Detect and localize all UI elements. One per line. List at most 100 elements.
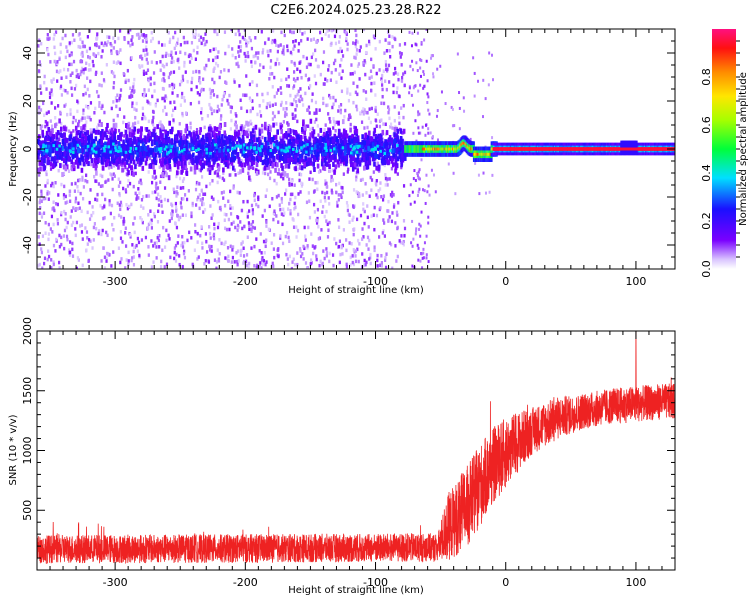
spectrogram-noise-cell xyxy=(146,61,149,65)
spectrogram-noise-cell xyxy=(310,38,313,42)
spectrogram-noise-cell xyxy=(287,235,290,240)
spectrogram-noise-cell xyxy=(422,188,425,192)
spectrogram-noise-cell xyxy=(50,214,54,219)
spectrogram-band-cell xyxy=(399,128,403,134)
spectrogram-noise-cell xyxy=(242,254,246,258)
spectrogram-noise-cell xyxy=(37,108,40,113)
spectrogram-band-cell xyxy=(101,165,105,171)
spectrogram-noise-cell xyxy=(175,43,178,48)
spectrogram-noise-cell xyxy=(234,120,237,125)
spectrogram-band-cell xyxy=(330,138,333,144)
spectrogram-band-cell xyxy=(141,154,145,160)
spectrogram-noise-cell xyxy=(296,262,299,267)
spectrogram-band-cell xyxy=(236,133,240,139)
spectrogram-noise-cell xyxy=(282,52,285,56)
spectrogram-noise-cell xyxy=(227,199,230,204)
spectrogram-noise-cell xyxy=(293,262,297,267)
spectrogram-band-cell xyxy=(221,134,224,140)
spectrogram-band-cell xyxy=(171,126,174,132)
spectrogram-band-cell xyxy=(179,146,183,152)
spectrogram-noise-cell xyxy=(125,172,128,176)
spectrogram-band-cell xyxy=(89,149,93,155)
spectrogram-noise-cell xyxy=(40,247,43,251)
spectrogram-band-cell xyxy=(133,139,136,145)
spectrogram-noise-cell xyxy=(417,126,420,130)
spectrogram-noise-cell xyxy=(354,249,358,253)
spectrogram-band-cell xyxy=(72,166,76,172)
spectrogram-band-cell xyxy=(161,161,164,167)
spectrogram-noise-cell xyxy=(379,263,382,268)
spectrogram-noise-cell xyxy=(414,119,417,123)
spectrogram-noise-cell xyxy=(419,234,422,238)
spectrogram-noise-cell xyxy=(112,250,115,254)
spectrogram-noise-cell xyxy=(384,79,387,83)
spectrogram-band-cell xyxy=(63,126,66,132)
spectrogram-noise-cell xyxy=(283,165,286,169)
spectrogram-noise-cell xyxy=(314,58,318,62)
spectrogram-band-cell xyxy=(152,152,155,158)
spectrogram-noise-cell xyxy=(141,116,144,121)
spectrogram-noise-cell xyxy=(90,213,93,218)
spectrogram-noise-cell xyxy=(274,61,277,66)
spectrogram-band-cell xyxy=(130,142,134,148)
spectrogram-noise-cell xyxy=(51,207,54,211)
spectrogram-noise-cell xyxy=(136,249,140,253)
spectrogram-noise-cell xyxy=(175,174,178,179)
spectrogram-band-cell xyxy=(120,150,124,156)
spectrogram-noise-cell xyxy=(122,219,125,224)
spectrogram-noise-cell xyxy=(74,196,78,201)
spectrogram-noise-cell xyxy=(245,39,248,43)
spectrogram-noise-cell xyxy=(262,65,265,70)
spectrogram-noise-cell xyxy=(190,236,193,240)
spectrogram-band-cell xyxy=(247,149,250,155)
spectrogram-noise-cell xyxy=(116,93,119,97)
spectrogram-noise-cell xyxy=(248,209,251,213)
spectrogram-noise-cell xyxy=(231,248,234,252)
spectrogram-noise-cell xyxy=(417,246,420,250)
spectrogram-noise-cell xyxy=(364,60,367,65)
spectrogram-noise-cell xyxy=(416,31,419,35)
spectrogram-band-cell xyxy=(360,143,364,149)
spectrogram-noise-cell xyxy=(210,249,213,253)
spectrogram-noise-cell xyxy=(56,159,59,164)
spectrogram-noise-cell xyxy=(85,248,88,252)
spectrogram-noise-cell xyxy=(289,50,292,55)
spectrogram-noise-cell xyxy=(353,250,356,254)
spectrogram-band-cell xyxy=(296,134,300,140)
spectrogram-noise-cell xyxy=(60,76,63,80)
spectrogram-noise-cell xyxy=(329,120,332,124)
spectrogram-band-cell xyxy=(223,159,226,165)
spectrogram-noise-cell xyxy=(172,187,175,192)
spectrogram-band-cell xyxy=(47,156,50,162)
spectrogram-noise-cell xyxy=(400,106,403,110)
spectrogram-noise-cell xyxy=(392,83,395,88)
spectrogram-band-cell xyxy=(211,152,215,158)
spectrogram-noise-cell xyxy=(395,126,398,131)
spectrogram-noise-cell xyxy=(384,183,387,187)
spectrogram-noise-cell xyxy=(356,166,359,170)
spectrogram-band-cell xyxy=(113,131,117,137)
spectrogram-noise-cell xyxy=(137,120,140,125)
spectrogram-noise-cell xyxy=(266,166,269,171)
spectrogram-noise-cell xyxy=(292,39,295,44)
spectrogram-noise-cell xyxy=(101,184,104,188)
spectrogram-band-cell xyxy=(183,160,187,166)
spectrogram-noise-cell xyxy=(247,171,250,176)
spectrogram-noise-cell xyxy=(39,205,42,210)
spectrogram-band-cell xyxy=(290,157,293,163)
spectrogram-noise-cell xyxy=(435,114,438,118)
spectrogram-band-cell xyxy=(218,147,221,153)
spectrogram-noise-cell xyxy=(232,186,235,190)
spectrogram-noise-cell xyxy=(275,43,278,47)
spectrogram-band-cell xyxy=(394,168,397,174)
spectrogram-noise-cell xyxy=(367,247,370,251)
spectrogram-noise-cell xyxy=(395,210,399,215)
spectrogram-band-cell xyxy=(346,144,350,150)
spectrogram-noise-cell xyxy=(264,194,267,199)
spectrogram-band-cell xyxy=(82,148,86,154)
spectrogram-band-cell xyxy=(241,134,245,140)
spectrogram-noise-cell xyxy=(231,53,234,58)
spectrogram-noise-cell xyxy=(205,250,209,254)
spectrogram-noise-cell xyxy=(271,85,274,89)
spectrogram-noise-cell xyxy=(115,61,118,65)
